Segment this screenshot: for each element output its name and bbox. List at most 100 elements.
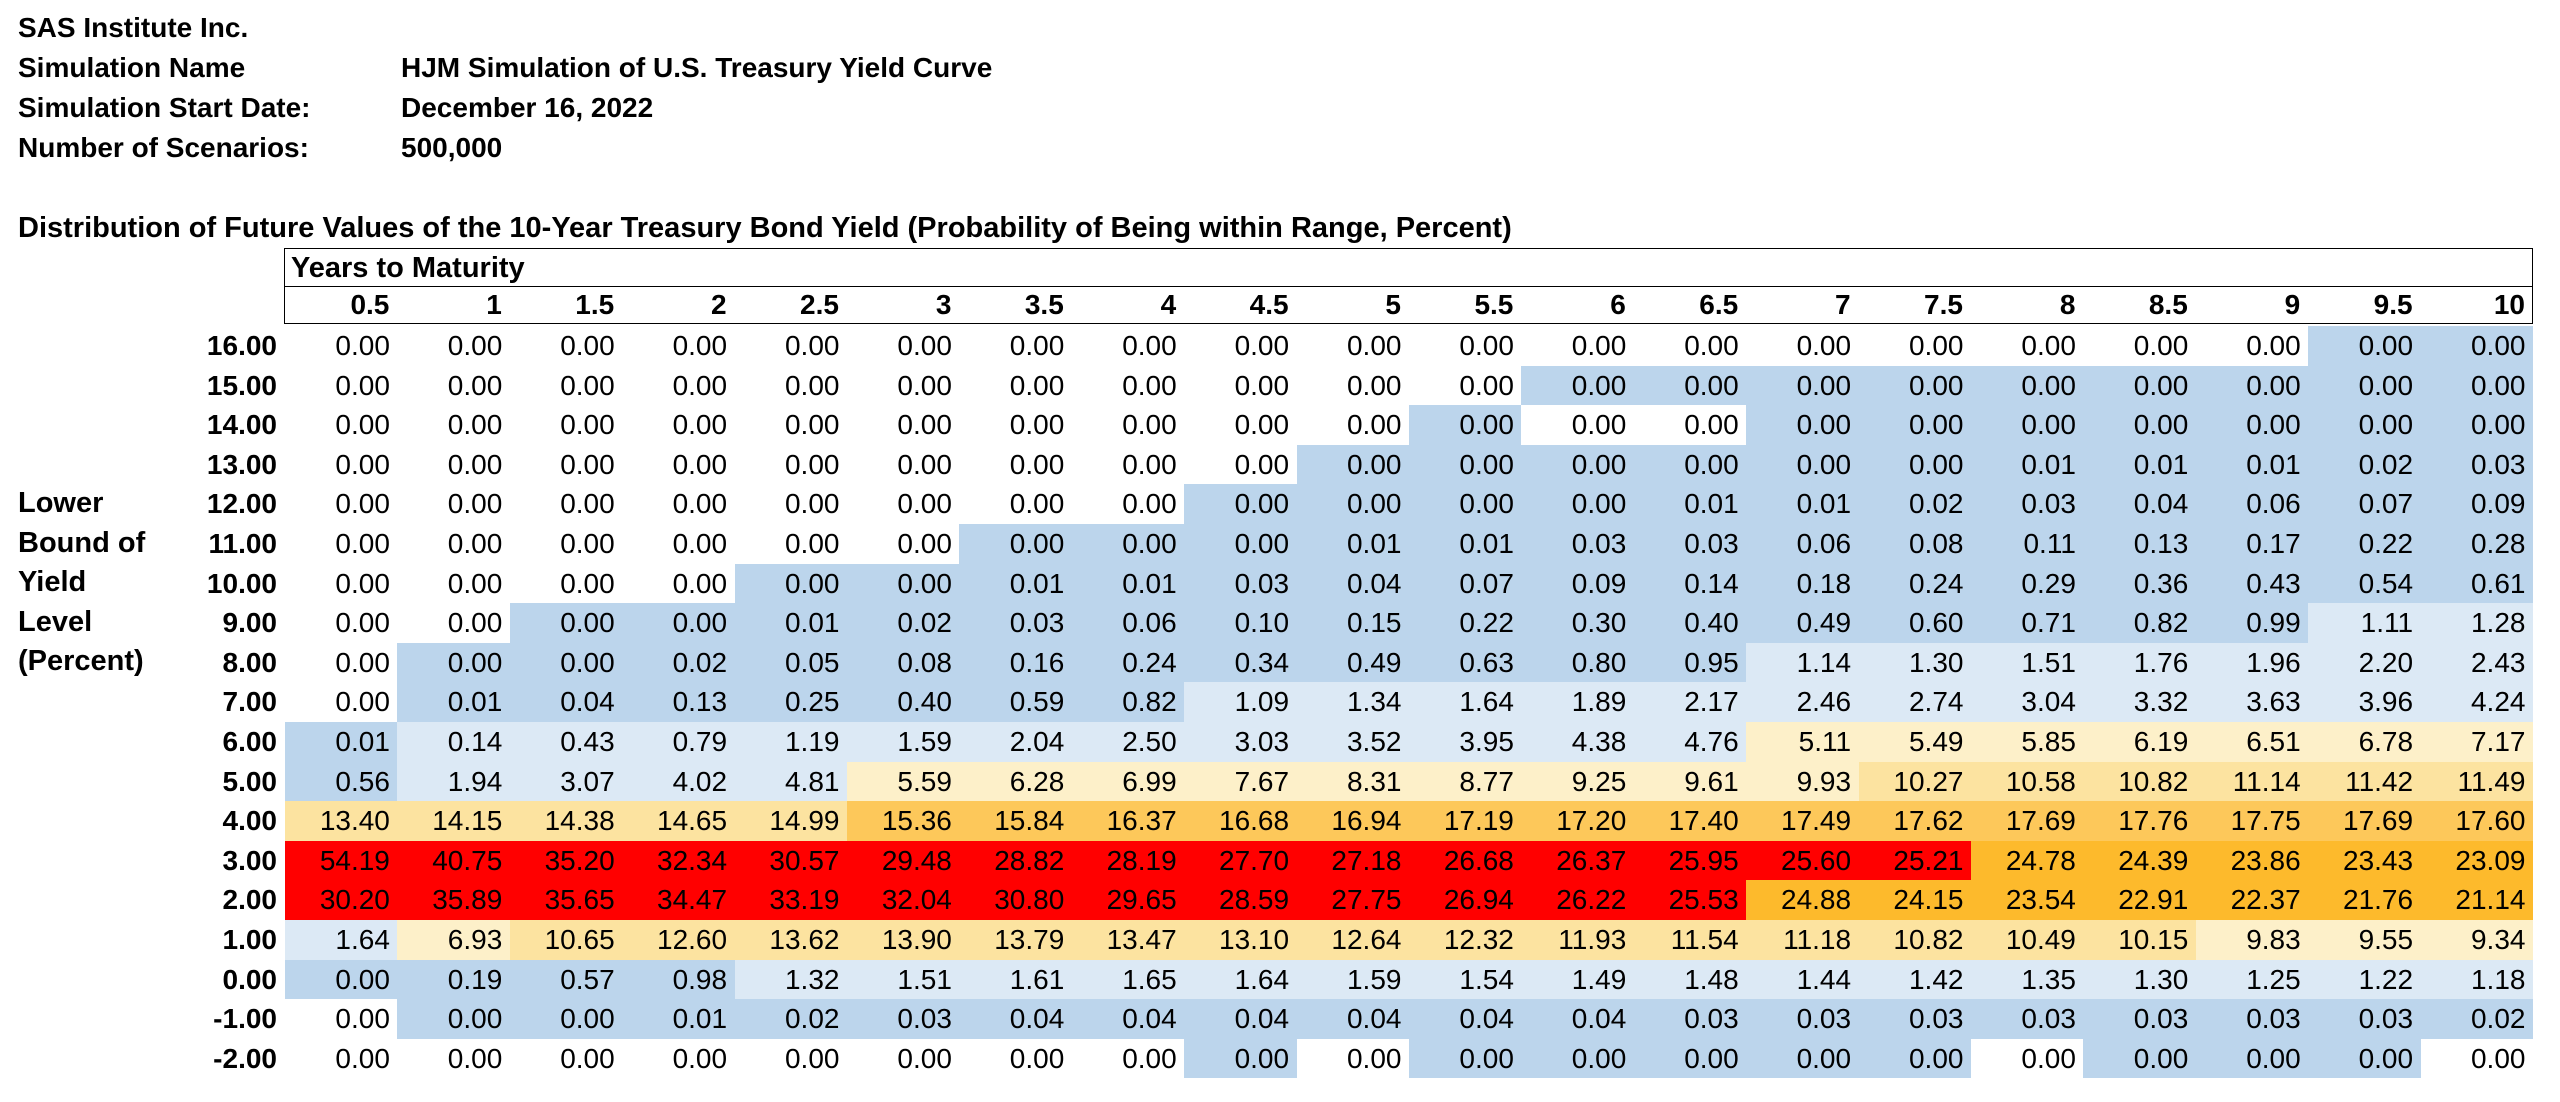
table-cell: 5.11	[1746, 722, 1860, 762]
table-cell: 0.00	[1184, 524, 1298, 564]
table-cell: 1.44	[1746, 959, 1860, 1000]
table-cell: 10.58	[1971, 761, 2084, 802]
table-cell: 25.21	[1858, 840, 1972, 881]
table-cell: 9.61	[1633, 761, 1747, 802]
table-cell: 1.18	[2420, 959, 2534, 1000]
table-cell: 0.03	[2195, 999, 2309, 1039]
table-cell: 0.06	[1746, 524, 1860, 564]
table-cell: 13.79	[959, 920, 1073, 960]
column-header: 1.5	[575, 289, 615, 320]
table-cell: 33.19	[734, 880, 848, 920]
table-cell: 0.04	[1184, 999, 1298, 1039]
table-cell: 0.01	[959, 563, 1073, 604]
table-cell: 0.00	[397, 603, 511, 643]
table-cell: 0.00	[1296, 444, 1410, 485]
table-cell: 3.07	[509, 761, 623, 802]
table-cell: 0.00	[509, 524, 623, 564]
table-cell: 0.00	[959, 444, 1073, 485]
table-cell: 0.98	[622, 959, 736, 1000]
table-cell: 0.24	[1071, 642, 1185, 683]
table-cell: 0.00	[2083, 405, 2197, 445]
table-cell: 3.32	[2083, 682, 2197, 722]
table-cell: 0.03	[1184, 563, 1298, 604]
table-cell: 0.00	[285, 524, 398, 564]
table-cell: 0.03	[2083, 999, 2197, 1039]
table-cell: 0.00	[397, 405, 511, 445]
table-cell: 17.19	[1409, 801, 1522, 841]
table-cell: 0.00	[1971, 326, 2084, 366]
table-cell: 0.00	[285, 959, 398, 1000]
table-cell: 0.00	[397, 642, 511, 683]
table-cell: 27.75	[1296, 880, 1410, 920]
table-cell: 0.00	[1746, 444, 1860, 485]
table-cell: 10.82	[2083, 761, 2197, 802]
table-cell: 4.76	[1633, 722, 1747, 762]
simulation-name-row: Simulation Name HJM Simulation of U.S. Tr…	[18, 50, 992, 86]
table-cell: 25.95	[1633, 840, 1747, 881]
table-cell: 1.59	[1296, 959, 1410, 1000]
table-cell: 0.16	[959, 642, 1073, 683]
table-cell: 0.03	[2420, 444, 2534, 485]
table-cell: 0.22	[1409, 603, 1522, 643]
table-cell: 27.70	[1184, 840, 1298, 881]
table-cell: 0.00	[2420, 326, 2534, 366]
table-cell: 23.54	[1971, 880, 2084, 920]
table-cell: 0.00	[1184, 484, 1298, 524]
table-cell: 30.57	[734, 840, 848, 881]
table-cell: 2.50	[1071, 722, 1185, 762]
column-header: 4.5	[1249, 289, 1289, 320]
table-cell: 0.00	[285, 365, 398, 406]
table-cell: 0.00	[959, 405, 1073, 445]
table-cell: 8.77	[1409, 761, 1522, 802]
table-cell: 14.15	[397, 801, 511, 841]
table-cell: 29.65	[1071, 880, 1185, 920]
table-cell: 1.14	[1746, 642, 1860, 683]
table-cell: 0.00	[847, 326, 960, 366]
table-cell: 26.22	[1521, 880, 1635, 920]
table-cell: 9.93	[1746, 761, 1860, 802]
table-cell: 25.60	[1746, 840, 1860, 881]
table-cell: 0.00	[1071, 484, 1185, 524]
table-cell: 1.76	[2083, 642, 2197, 683]
table-cell: 8.31	[1296, 761, 1410, 802]
table-cell: 0.01	[1746, 484, 1860, 524]
table-cell: 27.18	[1296, 840, 1410, 881]
column-header: 8.5	[2148, 289, 2188, 320]
table-cell: 16.37	[1071, 801, 1185, 841]
table-cell: 1.34	[1296, 682, 1410, 722]
column-header: 5	[1385, 289, 1401, 320]
table-cell: 16.94	[1296, 801, 1410, 841]
table-cell: 0.00	[2195, 365, 2309, 406]
table-cell: 12.64	[1296, 920, 1410, 960]
table-cell: 0.00	[1971, 405, 2084, 445]
table-cell: 6.78	[2308, 722, 2422, 762]
table-cell: 0.08	[847, 642, 960, 683]
table-cell: 0.57	[509, 959, 623, 1000]
table-cell: 0.00	[1633, 444, 1747, 485]
column-header: 5.5	[1474, 289, 1514, 320]
table-cell: 0.01	[1409, 524, 1522, 564]
table-cell: 0.00	[1858, 365, 1972, 406]
table-cell: 0.00	[622, 603, 736, 643]
table-cell: 0.00	[622, 444, 736, 485]
table-cell: 0.00	[1184, 1038, 1298, 1079]
table-cell: 14.99	[734, 801, 848, 841]
table-cell: 0.00	[1746, 365, 1860, 406]
scenarios-label: Number of Scenarios:	[18, 132, 309, 163]
table-cell: 6.51	[2195, 722, 2309, 762]
row-header: 5.00	[222, 765, 278, 797]
table-cell: 0.00	[285, 444, 398, 485]
table-cell: 0.00	[1071, 444, 1185, 485]
table-cell: 13.47	[1071, 920, 1185, 960]
table-cell: 35.89	[397, 880, 511, 920]
table-cell: 0.43	[509, 722, 623, 762]
row-header: 8.00	[222, 646, 278, 678]
table-cell: 17.69	[1971, 801, 2084, 841]
table-cell: 0.00	[1409, 1038, 1522, 1079]
table-cell: 0.00	[1858, 444, 1972, 485]
table-cell: 0.03	[1633, 999, 1747, 1039]
table-cell: 0.00	[1971, 1038, 2084, 1079]
table-cell: 0.00	[2308, 365, 2422, 406]
table-cell: 0.04	[1071, 999, 1185, 1039]
table-cell: 10.49	[1971, 920, 2084, 960]
